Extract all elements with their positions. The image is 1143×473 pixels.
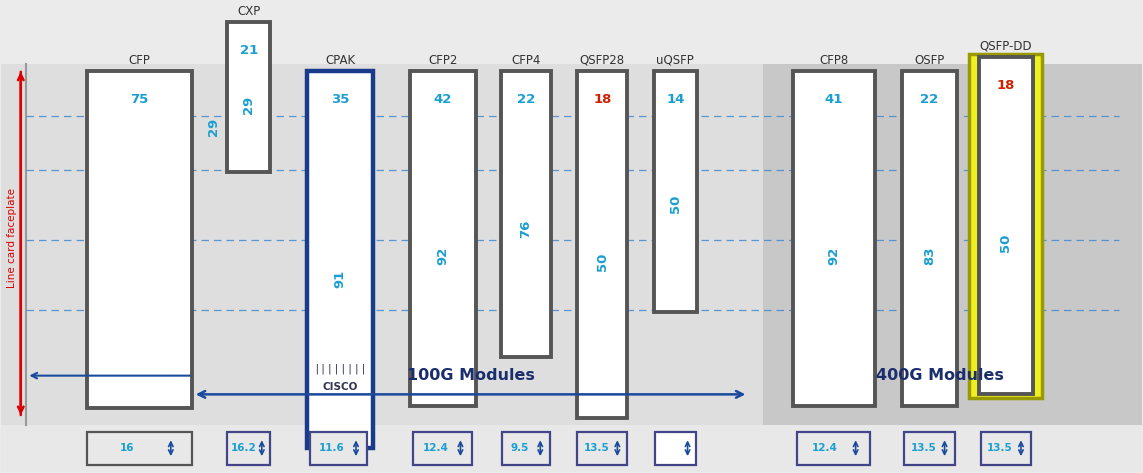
Bar	[87, 432, 192, 464]
Bar	[227, 432, 271, 464]
Text: 11.6: 11.6	[319, 443, 345, 453]
Text: 92: 92	[828, 246, 840, 264]
Text: CXP: CXP	[238, 5, 261, 18]
Bar	[227, 22, 271, 172]
Text: CFP: CFP	[128, 53, 150, 67]
Text: 50: 50	[669, 195, 681, 213]
Bar	[413, 432, 472, 464]
Bar	[793, 71, 874, 406]
Bar	[1, 425, 1142, 472]
Bar	[654, 71, 697, 313]
Text: 50: 50	[999, 234, 1013, 252]
Text: 29: 29	[242, 96, 255, 114]
Bar	[655, 432, 696, 464]
Bar	[501, 71, 551, 357]
Text: OSFP: OSFP	[914, 53, 944, 67]
Text: ||||||||: ||||||||	[313, 363, 367, 374]
Text: CFP2: CFP2	[427, 53, 457, 67]
Bar	[502, 432, 550, 464]
Text: CFP4: CFP4	[511, 53, 541, 67]
Text: 16.2: 16.2	[231, 443, 256, 453]
Text: 400G Modules: 400G Modules	[877, 368, 1005, 383]
Bar	[969, 53, 1042, 398]
Text: CISCO: CISCO	[322, 382, 358, 392]
Bar	[978, 57, 1033, 394]
Bar	[577, 71, 628, 418]
Text: 83: 83	[924, 246, 936, 265]
Text: 9.5: 9.5	[511, 443, 529, 453]
Bar	[1, 3, 1142, 64]
Text: 100G Modules: 100G Modules	[407, 368, 535, 383]
Text: CPAK: CPAK	[325, 53, 355, 67]
Text: 12.4: 12.4	[423, 443, 448, 453]
Text: 35: 35	[330, 93, 350, 106]
Text: 13.5: 13.5	[911, 443, 936, 453]
Bar	[87, 71, 192, 408]
Text: Line card faceplate: Line card faceplate	[7, 187, 17, 288]
Text: 13.5: 13.5	[988, 443, 1013, 453]
Text: QSFP-DD: QSFP-DD	[980, 40, 1032, 53]
Bar	[981, 432, 1031, 464]
Bar	[311, 432, 367, 464]
Bar	[577, 432, 628, 464]
Text: 14: 14	[666, 93, 685, 106]
Text: 13.5: 13.5	[583, 443, 609, 453]
Bar	[1, 64, 764, 425]
Text: 42: 42	[433, 93, 451, 106]
Bar	[902, 71, 957, 406]
Text: 18: 18	[593, 93, 612, 106]
Bar	[764, 64, 1142, 425]
Text: 50: 50	[596, 253, 609, 271]
Bar	[409, 71, 475, 406]
Text: 16: 16	[120, 443, 134, 453]
Bar	[904, 432, 954, 464]
Text: CFP8: CFP8	[820, 53, 848, 67]
Text: 29: 29	[207, 118, 219, 136]
Text: 75: 75	[130, 93, 149, 106]
Text: QSFP28: QSFP28	[580, 53, 625, 67]
Text: 91: 91	[334, 270, 346, 288]
Text: 12.4: 12.4	[812, 443, 838, 453]
Text: 22: 22	[920, 93, 938, 106]
Text: uQSFP: uQSFP	[656, 53, 694, 67]
Text: 41: 41	[824, 93, 842, 106]
Text: 22: 22	[517, 93, 535, 106]
Bar	[307, 71, 373, 448]
Text: 21: 21	[240, 44, 258, 57]
Text: 92: 92	[437, 246, 449, 264]
Text: 18: 18	[997, 79, 1015, 92]
Bar	[798, 432, 870, 464]
Text: 76: 76	[519, 219, 533, 237]
